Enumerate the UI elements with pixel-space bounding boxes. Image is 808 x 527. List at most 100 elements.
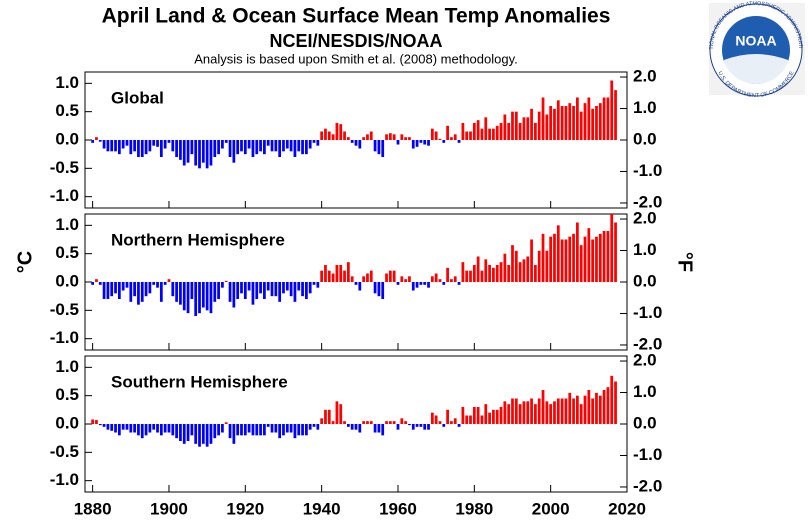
bar <box>537 398 541 424</box>
bar <box>110 282 114 297</box>
x-tick-label: 2020 <box>608 499 646 518</box>
bar <box>472 407 476 424</box>
bar <box>430 276 434 282</box>
bar <box>156 282 159 288</box>
bar <box>404 421 407 424</box>
bar <box>503 253 507 282</box>
bar <box>179 140 182 160</box>
bar <box>388 421 392 424</box>
bar <box>186 282 190 314</box>
x-tick-label: 1880 <box>74 499 112 518</box>
bar <box>186 424 190 441</box>
y2-tick-label: 2.0 <box>633 209 657 228</box>
bar <box>507 265 511 282</box>
bar <box>495 409 499 424</box>
bar <box>343 421 346 424</box>
chart-title: April Land & Ocean Surface Mean Temp Ano… <box>102 5 611 28</box>
bar <box>610 80 614 140</box>
bar <box>488 412 491 424</box>
bar <box>388 270 392 282</box>
bar <box>556 100 560 140</box>
bar <box>263 140 266 155</box>
bar <box>247 424 251 433</box>
bar <box>595 236 598 282</box>
bar <box>514 398 518 424</box>
bar <box>438 279 442 282</box>
bar <box>133 282 136 297</box>
bar <box>388 133 392 140</box>
y2-tick-label: 2.0 <box>633 351 657 370</box>
bar <box>247 140 251 149</box>
bar <box>583 236 587 282</box>
bar <box>526 401 530 424</box>
bar <box>396 282 400 285</box>
bar <box>232 424 236 444</box>
bar <box>251 424 255 436</box>
bar <box>224 140 228 143</box>
bar <box>117 140 121 155</box>
bar <box>316 424 320 430</box>
bar <box>190 140 194 155</box>
bar <box>213 282 217 302</box>
bar <box>266 140 270 146</box>
bar <box>591 398 595 424</box>
bar <box>461 407 465 424</box>
bar <box>423 140 427 145</box>
bar <box>576 97 579 140</box>
bar <box>327 409 331 424</box>
bar <box>182 282 186 311</box>
bar <box>213 424 217 439</box>
bar <box>163 424 167 433</box>
bar <box>274 424 278 433</box>
bar <box>98 282 102 285</box>
bar <box>175 140 178 157</box>
bar <box>541 97 545 140</box>
bar <box>297 140 301 152</box>
bar <box>381 282 385 299</box>
bar <box>465 270 469 282</box>
bar <box>95 137 98 140</box>
bar <box>171 140 175 152</box>
bar <box>320 270 324 282</box>
bar <box>163 282 167 285</box>
bar <box>308 424 312 430</box>
bar <box>606 387 610 424</box>
bar <box>293 424 297 439</box>
bar <box>411 140 415 149</box>
bar <box>511 111 514 140</box>
y-tick-label: 0.5 <box>55 101 79 120</box>
bar <box>392 134 396 140</box>
panel-label: Northern Hemisphere <box>111 230 285 249</box>
bar <box>274 282 278 297</box>
bar <box>499 407 503 424</box>
bar <box>511 245 514 282</box>
bar <box>278 140 282 157</box>
bar <box>514 111 518 140</box>
bar <box>362 276 366 282</box>
bar <box>530 108 533 140</box>
bar <box>144 140 148 155</box>
bar <box>549 236 553 282</box>
bar <box>457 424 461 427</box>
panel-label: Southern Hemisphere <box>111 372 288 391</box>
bar <box>488 265 491 282</box>
y-tick-label: -0.5 <box>50 442 79 461</box>
panel-label: Global <box>111 88 164 107</box>
bar <box>579 111 583 140</box>
bar <box>446 267 449 282</box>
bar <box>465 131 469 140</box>
bar <box>415 282 419 288</box>
bar <box>369 131 373 140</box>
bar <box>453 418 457 424</box>
logo-gull <box>724 54 788 84</box>
bar <box>610 214 614 282</box>
bar <box>568 236 572 282</box>
x-tick-label: 1900 <box>150 499 188 518</box>
bar <box>331 134 335 140</box>
bar <box>224 422 228 424</box>
bar <box>312 424 316 427</box>
bar <box>339 265 343 282</box>
bar <box>114 424 117 433</box>
bar <box>255 140 259 155</box>
bar <box>549 106 553 140</box>
